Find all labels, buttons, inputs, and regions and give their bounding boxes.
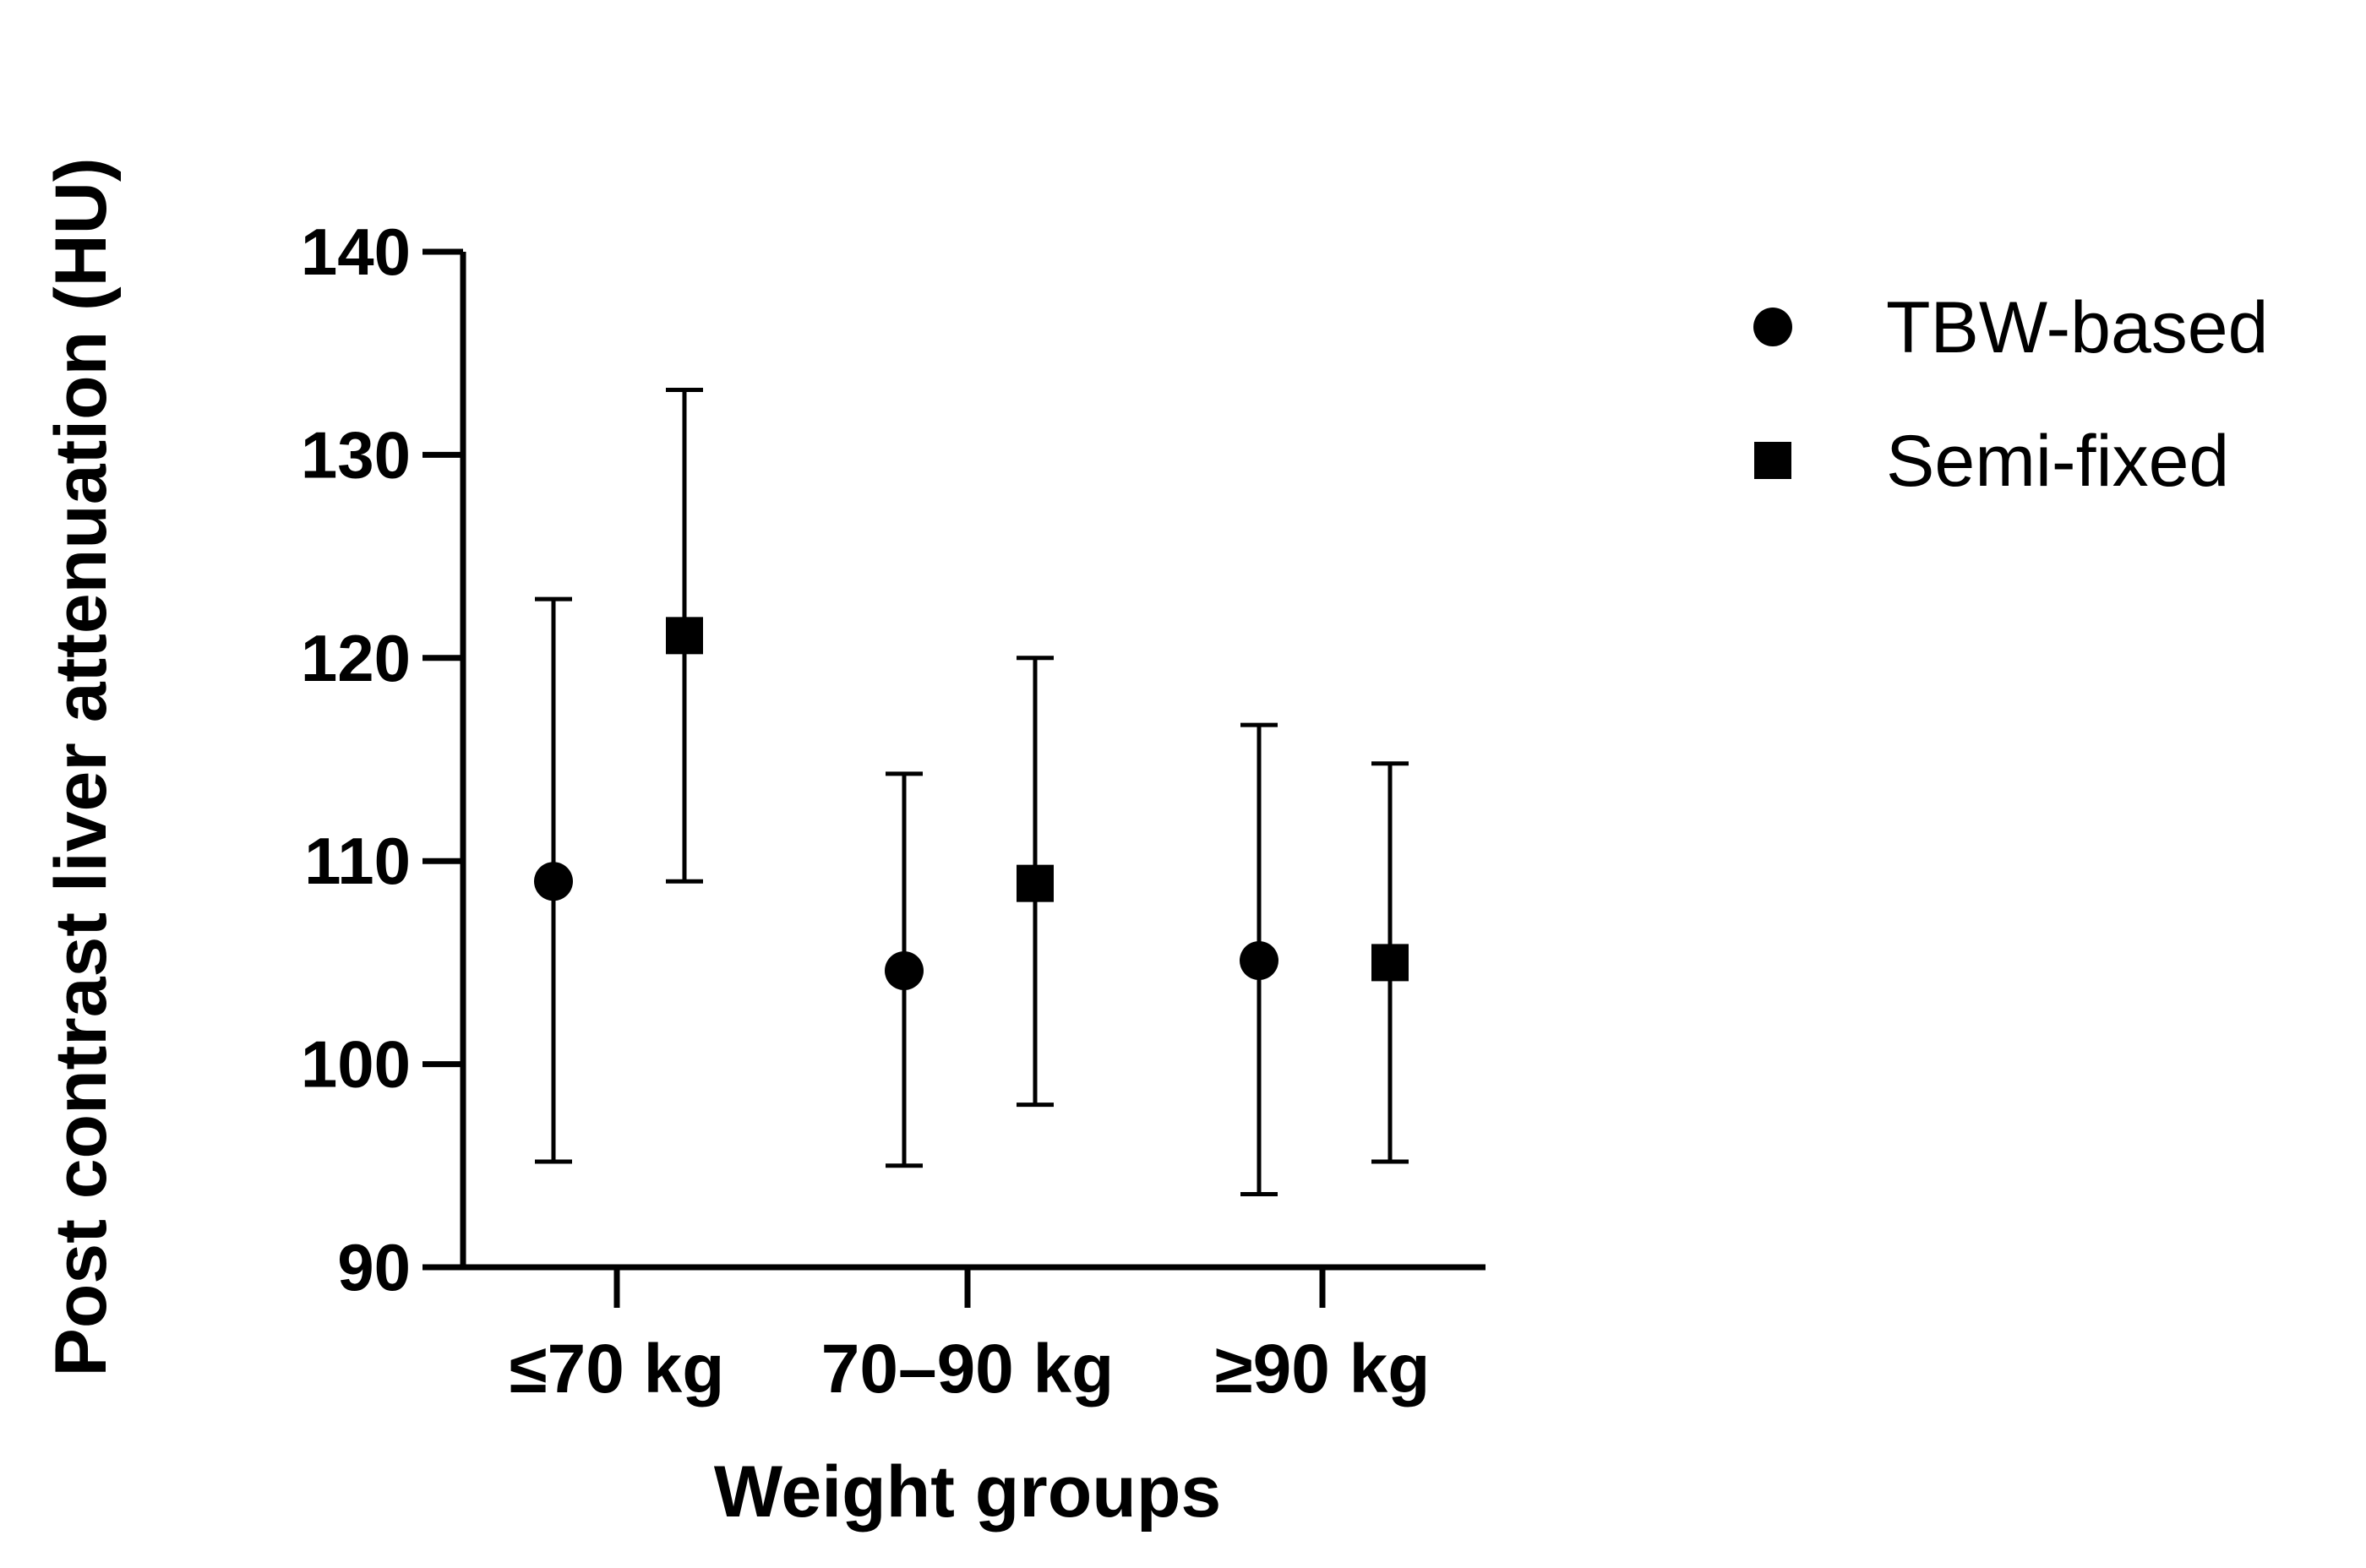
y-tick-label: 130 [301,417,411,492]
x-tick-label: ≥90 kg [1215,1331,1431,1407]
y-tick-label: 140 [301,215,411,289]
legend-marker-semi-fixed [1754,442,1791,479]
legend-label-semi-fixed: Semi-fixed [1886,421,2229,502]
x-axis-label: Weight groups [714,1451,1221,1533]
y-tick-label: 120 [301,621,411,695]
tbw-based-point [885,951,924,991]
plot-area: 90 100 110 120 130 140 ≤70 kg 70–90 kg ≥90 kg TBW… [301,215,2269,1407]
legend-label-tbw-based: TBW-based [1886,287,2268,368]
y-tick-label: 100 [301,1027,411,1102]
y-axis-label: Post contrast liver attenuation (HU) [41,157,122,1376]
tbw-based-point [1240,940,1278,980]
semi-fixed-point [1017,864,1054,902]
semi-fixed-point [1371,944,1409,982]
x-tick-label: ≤70 kg [510,1331,725,1407]
legend-marker-tbw-based [1753,308,1792,346]
y-tick-label: 110 [304,824,411,898]
tbw-based-point [534,862,573,901]
x-tick-label: 70–90 kg [821,1331,1115,1407]
semi-fixed-point [666,617,703,655]
y-tick-label: 90 [337,1230,411,1304]
